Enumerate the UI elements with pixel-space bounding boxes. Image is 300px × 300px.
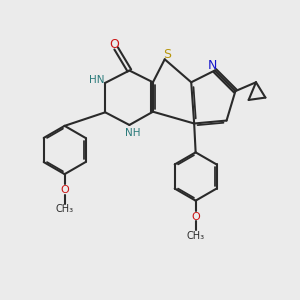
Text: HN: HN — [89, 75, 104, 85]
Text: CH₃: CH₃ — [56, 205, 74, 214]
Text: O: O — [109, 38, 119, 50]
Text: N: N — [208, 59, 217, 72]
Text: O: O — [60, 185, 69, 195]
Text: CH₃: CH₃ — [187, 231, 205, 241]
Text: S: S — [163, 47, 171, 61]
Text: NH: NH — [124, 128, 140, 138]
Text: O: O — [191, 212, 200, 222]
